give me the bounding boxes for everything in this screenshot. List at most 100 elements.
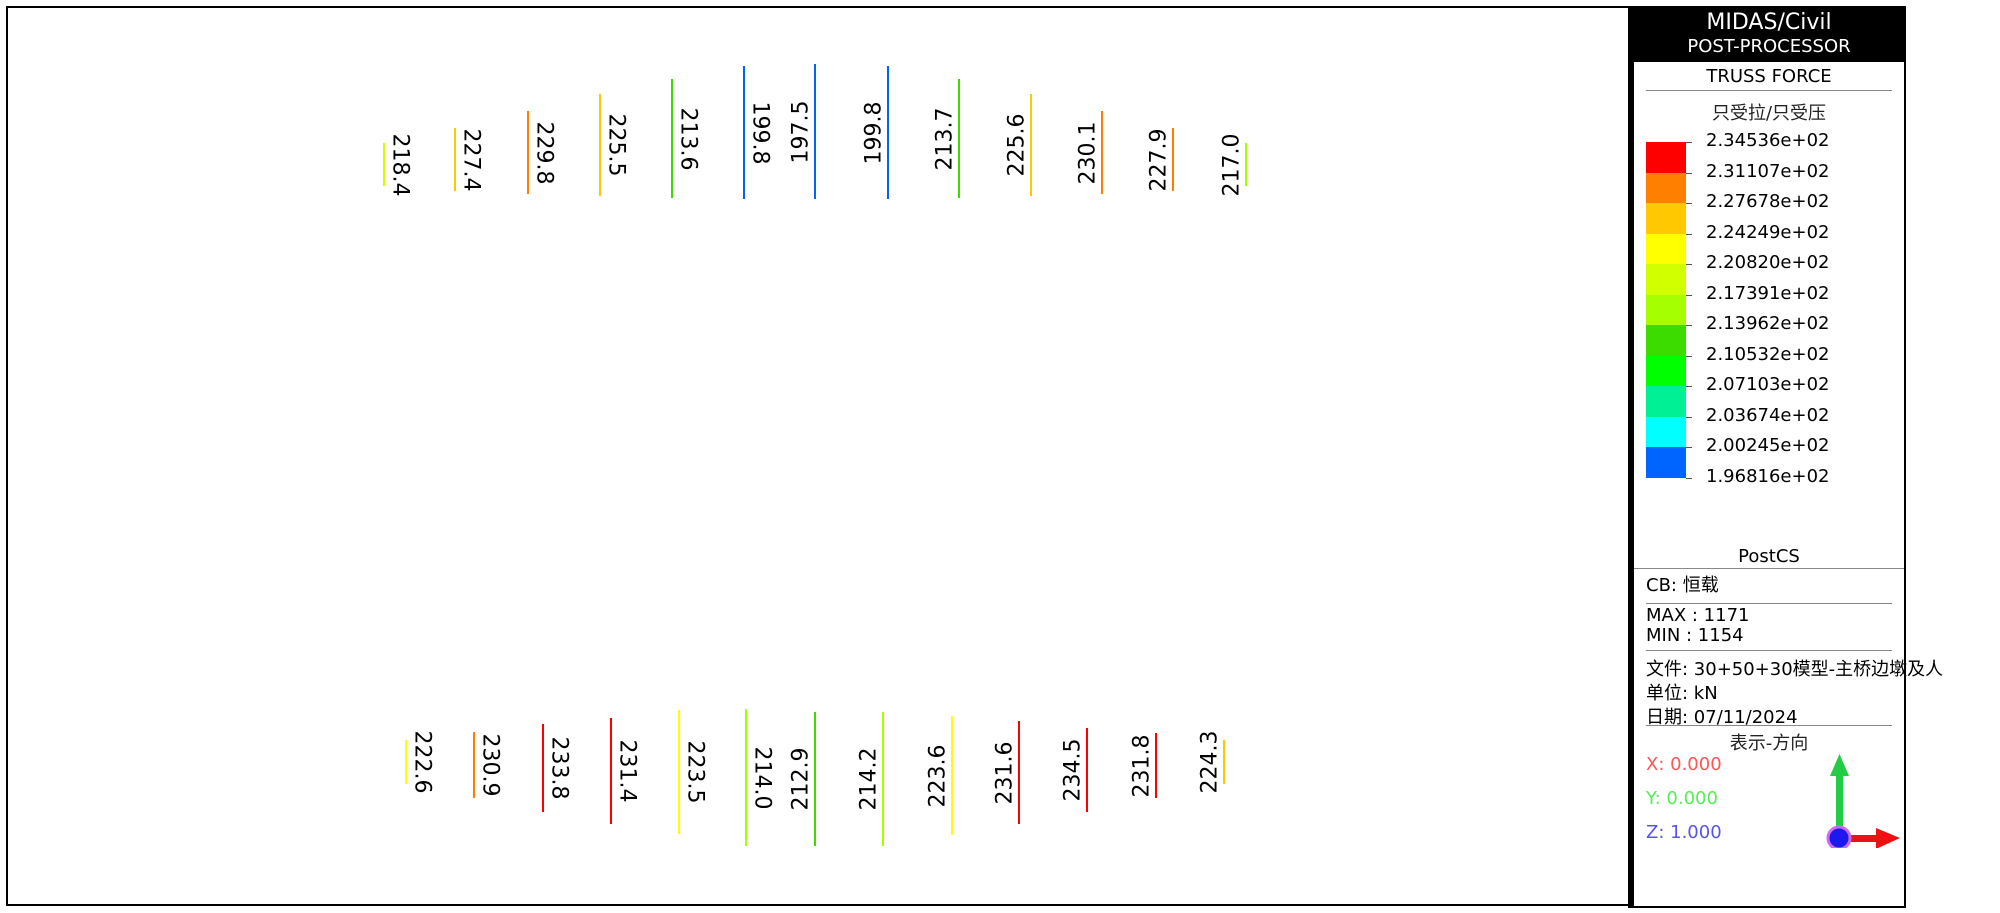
- truss-force-label: 224.3: [1196, 730, 1222, 794]
- truss-force-label: 223.5: [681, 740, 707, 804]
- legend-value: 1.96816e+02: [1706, 465, 1830, 487]
- view-direction-label: 表示-方向: [1729, 733, 1809, 754]
- legend-tick: [1686, 416, 1692, 418]
- legend-color-band: [1646, 416, 1686, 447]
- legend-value: 2.20820e+02: [1706, 252, 1830, 273]
- panel-separator: [1628, 6, 1634, 908]
- truss-force-label: 230.1: [1074, 121, 1100, 184]
- truss-force-label: 197.5: [787, 100, 813, 163]
- divider: [1646, 603, 1892, 604]
- truss-member[interactable]: [1245, 143, 1247, 186]
- truss-member[interactable]: [527, 111, 529, 194]
- truss-force-label: 230.9: [476, 733, 502, 797]
- legend-color-band: [1646, 203, 1686, 234]
- truss-member[interactable]: [745, 709, 747, 846]
- truss-force-label: 214.0: [748, 746, 774, 809]
- truss-member[interactable]: [1086, 728, 1088, 812]
- file-name: 文件: 30+50+30模型-主桥边墩及人: [1646, 659, 1944, 680]
- truss-member[interactable]: [814, 712, 816, 846]
- truss-force-label: 218.4: [386, 133, 412, 196]
- view-y: Y: 0.000: [1646, 788, 1718, 809]
- truss-force-label: 231.8: [1128, 734, 1154, 797]
- truss-force-label: 231.4: [613, 739, 639, 803]
- legend-color-band: [1646, 233, 1686, 264]
- truss-member[interactable]: [887, 66, 889, 199]
- truss-force-label: 231.6: [991, 741, 1017, 804]
- truss-member[interactable]: [951, 716, 953, 835]
- legend-color-band: [1646, 264, 1686, 295]
- legend-color-band: [1646, 142, 1686, 173]
- legend-panel: MIDAS/Civil POST-PROCESSOR TRUSS FORCE 只…: [1634, 6, 1943, 908]
- truss-member[interactable]: [678, 710, 680, 834]
- truss-member[interactable]: [405, 740, 407, 784]
- truss-member[interactable]: [1155, 733, 1157, 798]
- legend-tick: [1686, 203, 1692, 204]
- legend-tick: [1686, 142, 1692, 143]
- divider: [1646, 725, 1892, 726]
- truss-force-label: 199.8: [746, 101, 772, 164]
- truss-force-label: 217.0: [1218, 133, 1244, 196]
- truss-member[interactable]: [1018, 721, 1020, 824]
- app-title: MIDAS/Civil: [1706, 10, 1832, 35]
- truss-member[interactable]: [383, 143, 385, 186]
- legend-value: 2.00245e+02: [1706, 435, 1830, 456]
- truss-member[interactable]: [814, 64, 816, 199]
- truss-member[interactable]: [1030, 94, 1032, 196]
- truss-member[interactable]: [599, 94, 601, 196]
- truss-member[interactable]: [473, 732, 475, 798]
- legend-tick: [1686, 386, 1692, 387]
- legend-tick: [1686, 172, 1692, 174]
- legend-tick: [1686, 355, 1692, 357]
- model-viewport[interactable]: [6, 6, 1628, 906]
- truss-member[interactable]: [610, 718, 612, 824]
- legend-tick: [1686, 447, 1692, 448]
- legend-tick: [1686, 477, 1692, 479]
- axis-triad-icon: [1826, 754, 1900, 848]
- truss-force-label: 234.5: [1059, 738, 1085, 802]
- truss-member[interactable]: [542, 724, 544, 812]
- min-element: MIN : 1154: [1646, 625, 1744, 646]
- panel-header: MIDAS/Civil POST-PROCESSOR: [1634, 8, 1904, 62]
- legend-color-band: [1646, 294, 1686, 325]
- legend-color-band: [1646, 386, 1686, 417]
- truss-member[interactable]: [454, 128, 456, 191]
- truss-force-label: 222.6: [408, 730, 434, 794]
- legend-tick: [1686, 294, 1692, 296]
- unit: 单位: kN: [1646, 683, 1718, 704]
- truss-member[interactable]: [1172, 128, 1174, 191]
- legend-value: 2.24249e+02: [1706, 221, 1830, 243]
- legend-value: 2.27678e+02: [1706, 191, 1830, 212]
- view-z: Z: 1.000: [1646, 822, 1722, 843]
- truss-force-label: 223.6: [924, 744, 950, 807]
- result-type: TRUSS FORCE: [1706, 66, 1832, 87]
- divider: [1634, 568, 1904, 569]
- legend-value: 2.34536e+02: [1706, 130, 1830, 151]
- truss-force-label: 229.8: [530, 121, 556, 184]
- legend-value: 2.31107e+02: [1706, 160, 1830, 182]
- divider: [1646, 650, 1892, 651]
- truss-force-label: 225.6: [1003, 113, 1029, 177]
- truss-member[interactable]: [743, 66, 745, 199]
- truss-force-label: 227.9: [1145, 128, 1171, 191]
- truss-member[interactable]: [671, 79, 673, 198]
- legend-tick: [1686, 325, 1692, 326]
- truss-member[interactable]: [958, 79, 960, 198]
- truss-force-label: 225.5: [602, 113, 628, 177]
- truss-member[interactable]: [882, 712, 884, 846]
- date: 日期: 07/11/2024: [1646, 707, 1798, 728]
- truss-member[interactable]: [1101, 111, 1103, 194]
- truss-force-label: 233.8: [545, 736, 571, 800]
- divider: [1646, 90, 1892, 91]
- stage-label: PostCS: [1738, 546, 1800, 567]
- app-subtitle: POST-PROCESSOR: [1687, 36, 1851, 57]
- truss-force-label: 214.2: [855, 747, 881, 811]
- max-element: MAX : 1171: [1646, 605, 1750, 626]
- legend-color-band: [1646, 325, 1686, 356]
- legend-color-band: [1646, 172, 1686, 203]
- legend-tick: [1686, 264, 1692, 265]
- legend-value: 2.07103e+02: [1706, 374, 1830, 395]
- legend-color-band: [1646, 447, 1686, 478]
- legend-value: 2.03674e+02: [1706, 404, 1830, 426]
- truss-member[interactable]: [1223, 740, 1225, 784]
- truss-force-label: 199.8: [860, 101, 886, 164]
